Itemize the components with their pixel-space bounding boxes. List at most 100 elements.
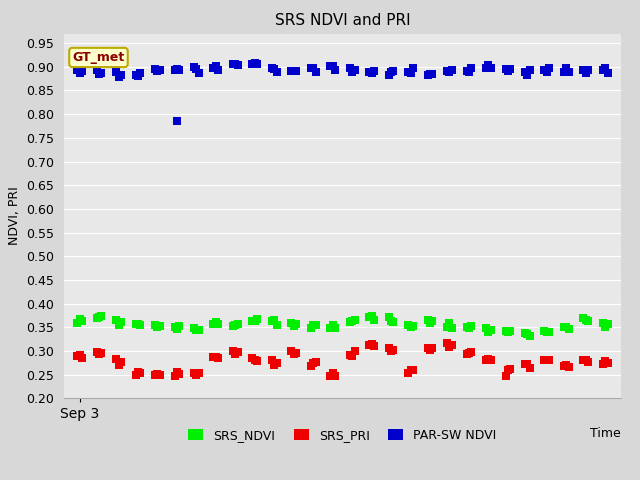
Point	[113, 361, 124, 369]
Point	[172, 118, 182, 125]
Point	[267, 356, 277, 364]
X-axis label: Time: Time	[590, 427, 621, 440]
Point	[211, 318, 221, 326]
Point	[442, 67, 452, 74]
Point	[194, 370, 204, 377]
Point	[500, 327, 511, 335]
Point	[386, 69, 396, 76]
Point	[135, 321, 145, 329]
Point	[291, 67, 301, 75]
Point	[481, 324, 491, 332]
Point	[481, 356, 491, 364]
Point	[364, 341, 374, 349]
Point	[583, 318, 593, 325]
Point	[116, 318, 126, 326]
Point	[306, 64, 316, 72]
Point	[579, 357, 589, 364]
Point	[72, 353, 83, 360]
Point	[369, 316, 379, 324]
Point	[113, 73, 124, 81]
Point	[269, 361, 280, 369]
Point	[308, 359, 318, 366]
Point	[347, 68, 357, 76]
Point	[211, 353, 221, 361]
Point	[388, 318, 399, 325]
Point	[522, 360, 532, 368]
Point	[367, 340, 377, 348]
Point	[369, 68, 379, 75]
Point	[189, 324, 199, 332]
Point	[403, 369, 413, 376]
Point	[325, 372, 335, 380]
Point	[505, 327, 515, 335]
Point	[598, 319, 608, 327]
Point	[486, 356, 496, 364]
Point	[213, 354, 223, 362]
Point	[466, 322, 476, 330]
Point	[152, 324, 163, 331]
Point	[116, 71, 126, 79]
Point	[252, 357, 262, 365]
Point	[94, 70, 104, 78]
Point	[347, 352, 357, 360]
Point	[174, 66, 184, 74]
Point	[213, 66, 223, 73]
Point	[172, 65, 182, 73]
Point	[77, 317, 87, 324]
Point	[405, 323, 415, 331]
Point	[583, 66, 593, 74]
Point	[77, 354, 87, 361]
Point	[77, 68, 87, 75]
Point	[561, 323, 572, 331]
Point	[580, 69, 591, 77]
Point	[174, 371, 184, 378]
Point	[464, 68, 474, 75]
Point	[447, 66, 457, 74]
Point	[540, 357, 550, 364]
Point	[230, 321, 241, 329]
Point	[600, 357, 611, 365]
Point	[602, 359, 612, 366]
Point	[544, 64, 554, 72]
Point	[247, 354, 257, 362]
Point	[486, 326, 496, 334]
Point	[228, 348, 238, 355]
Point	[170, 372, 180, 380]
Point	[503, 68, 513, 75]
Point	[170, 323, 180, 331]
Point	[602, 320, 612, 328]
Point	[561, 65, 572, 72]
Point	[152, 370, 163, 378]
Point	[170, 67, 180, 74]
Point	[131, 72, 141, 79]
Point	[306, 324, 316, 332]
Point	[330, 67, 340, 74]
Point	[189, 64, 199, 72]
Point	[150, 65, 160, 73]
Point	[559, 362, 569, 370]
Point	[230, 350, 241, 358]
Point	[94, 313, 104, 321]
Point	[403, 68, 413, 75]
Point	[425, 70, 435, 78]
Point	[135, 370, 145, 377]
Point	[131, 320, 141, 327]
Point	[600, 64, 611, 72]
Point	[383, 72, 394, 79]
Point	[540, 66, 550, 73]
Point	[525, 66, 535, 73]
Point	[425, 347, 435, 354]
Point	[328, 369, 338, 377]
Point	[602, 69, 612, 76]
Point	[442, 324, 452, 331]
Point	[92, 66, 102, 74]
Point	[444, 319, 454, 326]
Point	[500, 372, 511, 380]
Point	[286, 67, 296, 75]
Point	[349, 347, 360, 354]
Point	[247, 317, 257, 324]
Point	[250, 60, 260, 67]
Legend: SRS_NDVI, SRS_PRI, PAR-SW NDVI: SRS_NDVI, SRS_PRI, PAR-SW NDVI	[183, 424, 502, 447]
Point	[408, 322, 418, 330]
Point	[383, 313, 394, 321]
